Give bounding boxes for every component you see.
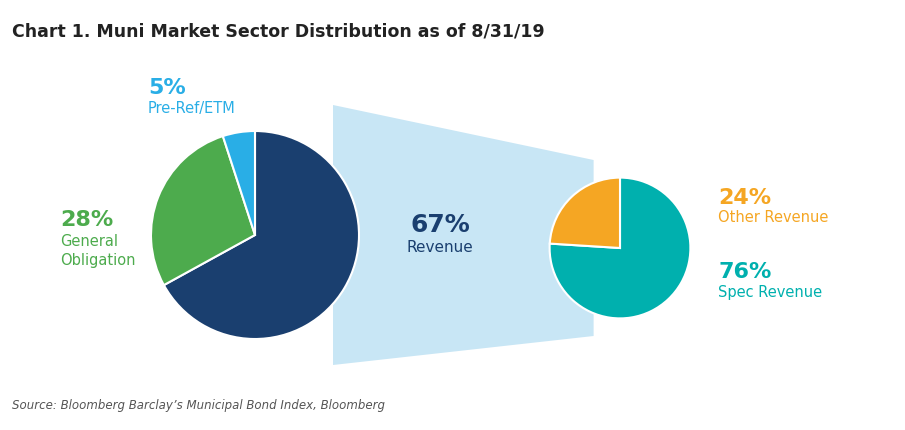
Text: Revenue: Revenue xyxy=(406,240,473,255)
Wedge shape xyxy=(223,131,255,235)
Wedge shape xyxy=(164,131,359,339)
Text: Chart 1. Muni Market Sector Distribution as of 8/31/19: Chart 1. Muni Market Sector Distribution… xyxy=(12,22,545,40)
Wedge shape xyxy=(549,178,691,318)
Text: General: General xyxy=(60,234,118,249)
Text: Pre-Ref/ETM: Pre-Ref/ETM xyxy=(148,101,235,116)
Wedge shape xyxy=(549,178,620,248)
Text: Other Revenue: Other Revenue xyxy=(718,211,828,225)
Text: 67%: 67% xyxy=(410,213,470,237)
Text: 5%: 5% xyxy=(148,78,186,98)
Text: 28%: 28% xyxy=(60,210,113,230)
Text: Source: Bloomberg Barclay’s Municipal Bond Index, Bloomberg: Source: Bloomberg Barclay’s Municipal Bo… xyxy=(12,399,385,412)
Wedge shape xyxy=(151,136,255,285)
Text: Spec Revenue: Spec Revenue xyxy=(718,285,822,300)
Polygon shape xyxy=(333,105,594,365)
Text: Obligation: Obligation xyxy=(60,252,136,267)
Text: 24%: 24% xyxy=(718,188,771,208)
Text: 76%: 76% xyxy=(718,262,771,282)
